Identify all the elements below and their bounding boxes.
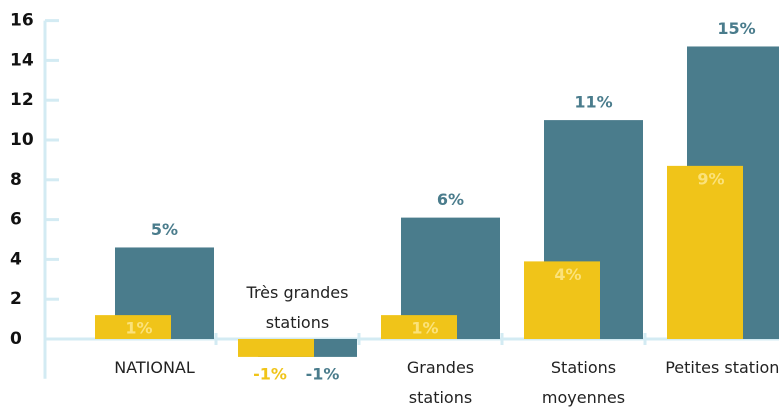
y-tick-label: 6: [10, 210, 22, 230]
value-label: 4%: [554, 265, 581, 284]
y-tick-label: 14: [10, 50, 34, 70]
bar: [524, 261, 600, 339]
value-label: 11%: [574, 93, 612, 112]
y-tick-label: 16: [10, 11, 34, 31]
y-tick-label: 2: [10, 289, 22, 309]
value-label: 1%: [125, 319, 152, 338]
value-label: 15%: [717, 19, 755, 38]
y-tick-label: 8: [10, 170, 22, 190]
y-tick-label: 10: [10, 130, 34, 150]
x-tick-label: Grandes stations: [406, 358, 475, 407]
y-tick-label: 12: [10, 90, 34, 110]
value-label: 9%: [697, 169, 724, 188]
value-label: -1%: [253, 364, 287, 383]
value-label: -1%: [306, 364, 340, 383]
value-label: 5%: [151, 220, 178, 239]
x-tick-label: Très grandes stations: [246, 283, 349, 332]
bar: [381, 315, 457, 339]
y-tick-label: 0: [10, 329, 22, 349]
value-label: 1%: [411, 319, 438, 338]
value-label: 6%: [437, 190, 464, 209]
bar: [667, 165, 743, 339]
x-tick-label: Stations moyennes: [541, 358, 626, 407]
y-tick-label: 4: [10, 249, 22, 269]
bar: [238, 339, 314, 357]
bar: [95, 315, 171, 339]
x-tick-label: Petites stations: [665, 358, 779, 377]
x-tick-label: NATIONAL: [114, 358, 195, 377]
